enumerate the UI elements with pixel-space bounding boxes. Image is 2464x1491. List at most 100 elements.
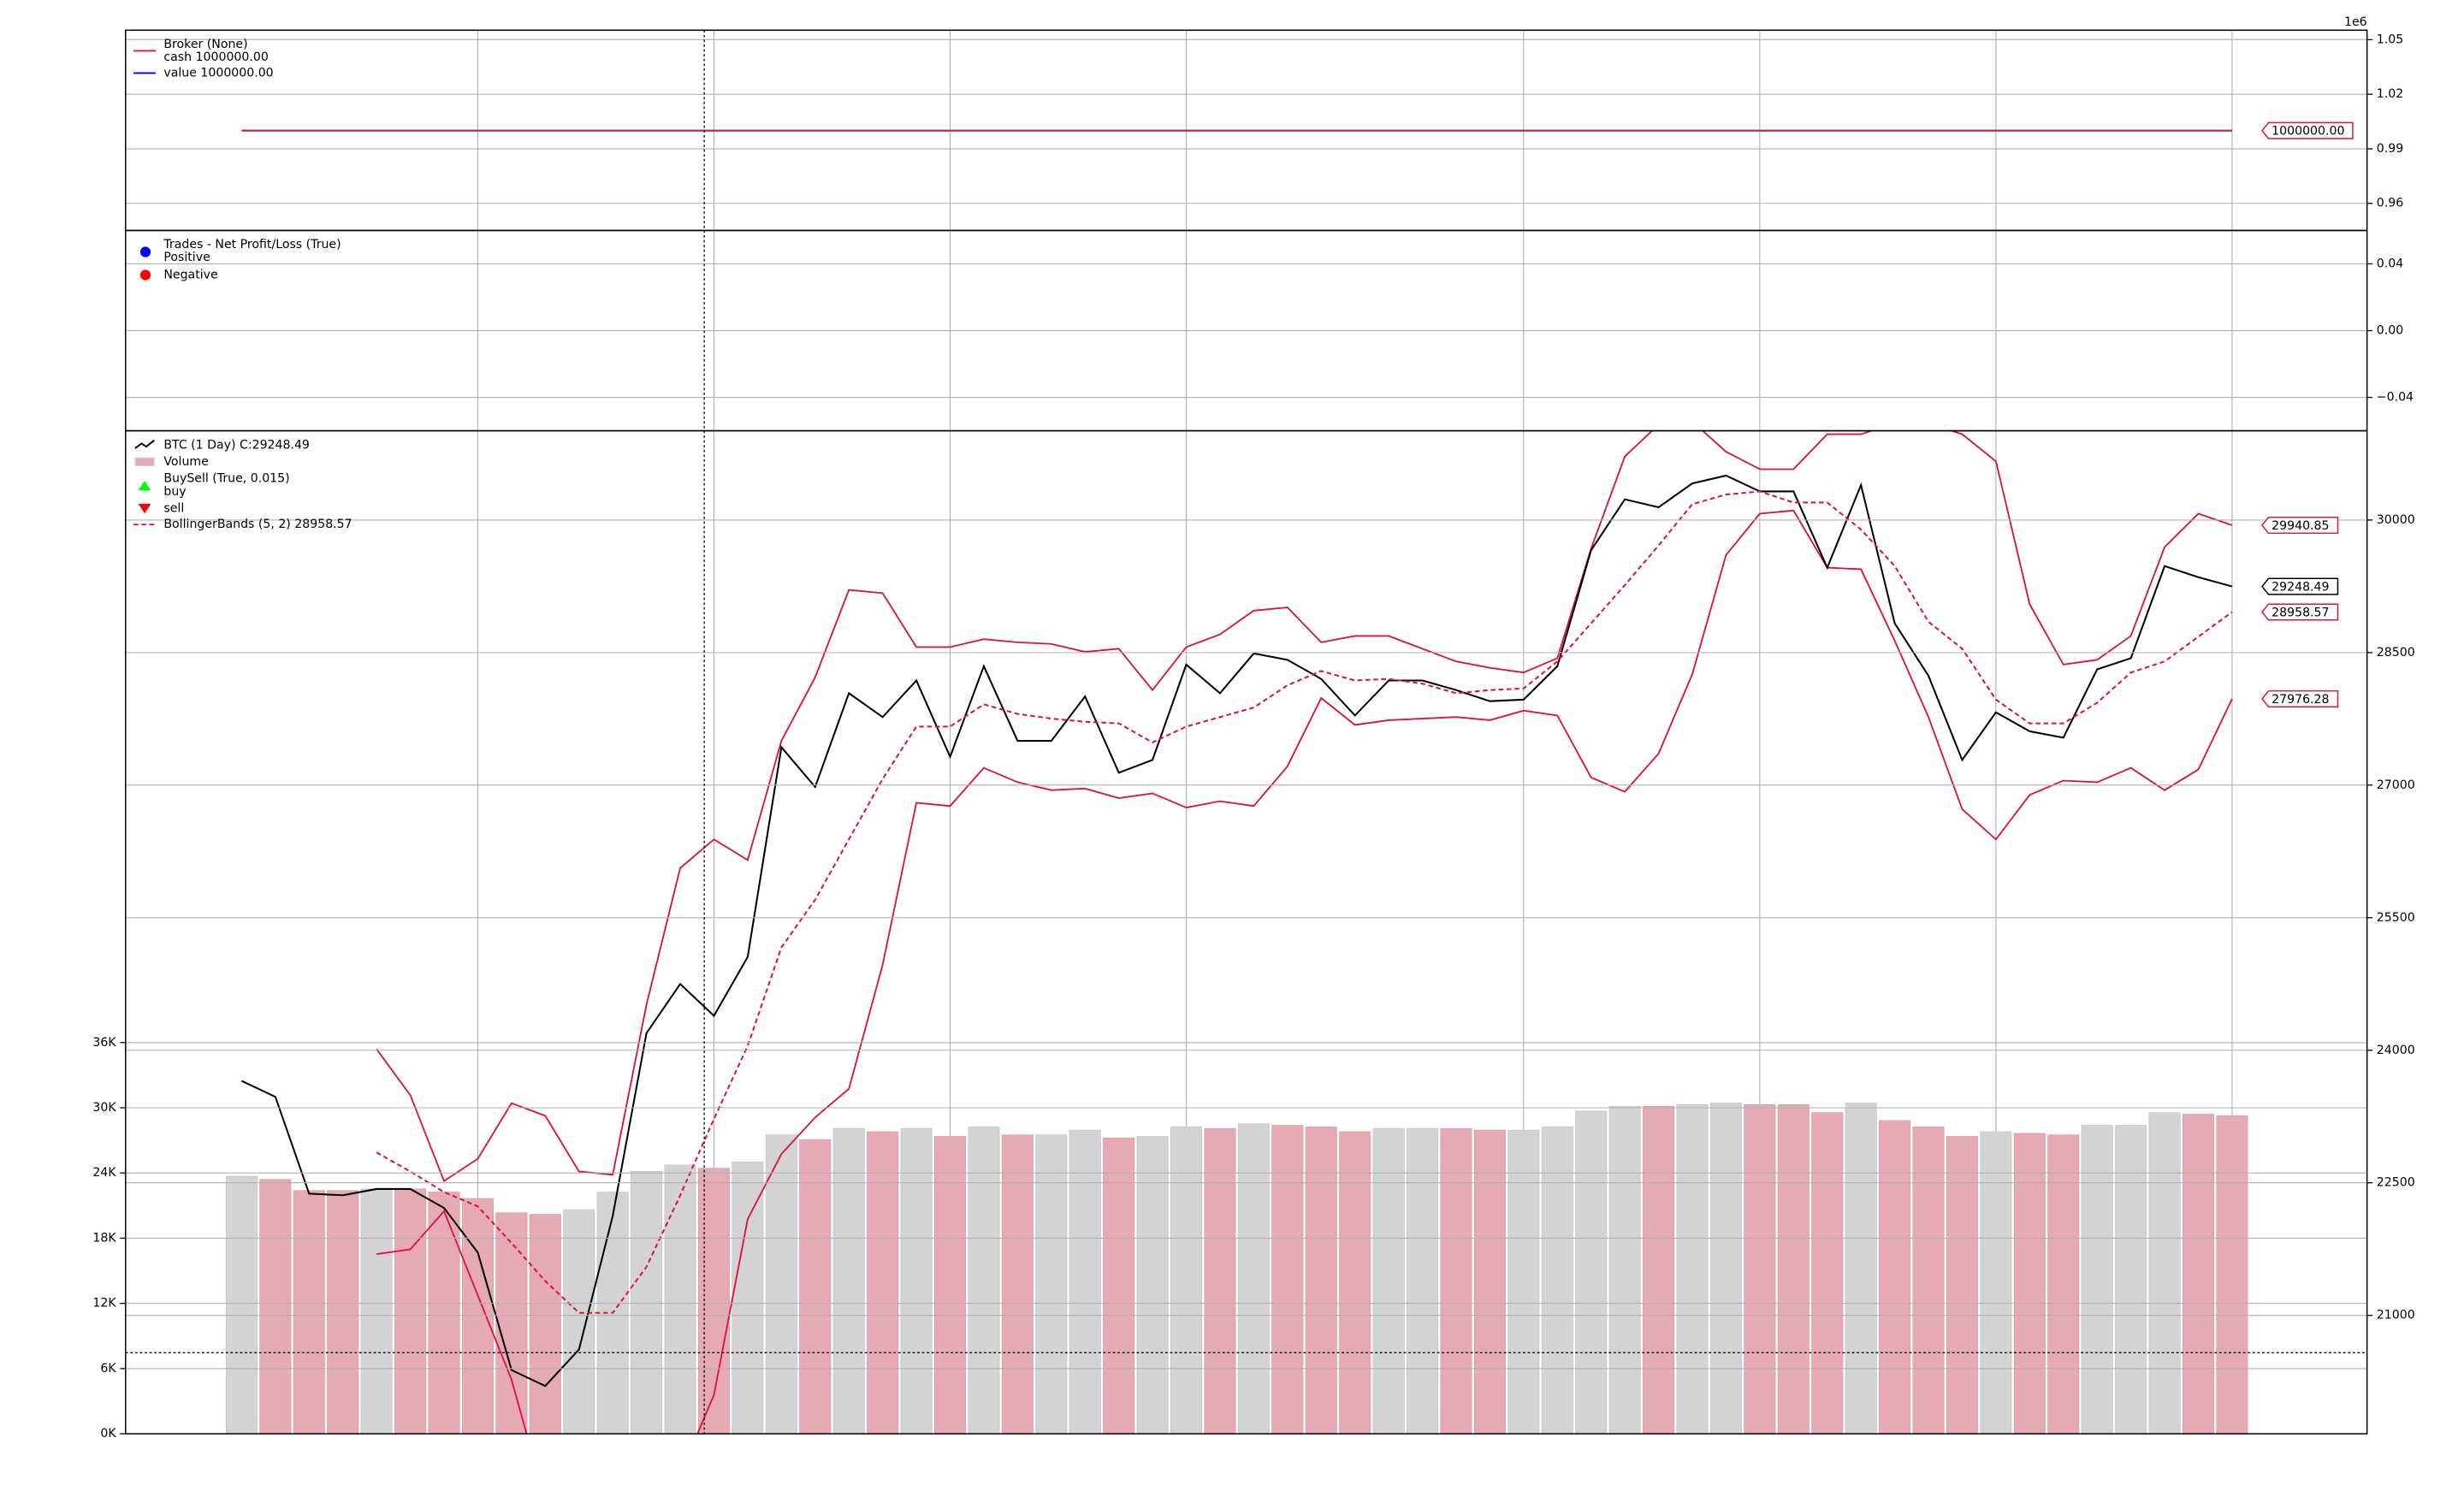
volume-bar xyxy=(1845,1103,1877,1435)
volume-bar xyxy=(1676,1104,1709,1435)
volume-bar xyxy=(495,1212,528,1435)
volume-bar xyxy=(1170,1127,1203,1435)
volume-bar xyxy=(2013,1133,2046,1435)
legend-title: Broker (None) xyxy=(163,38,247,51)
volume-bar xyxy=(732,1161,764,1435)
volume-bar xyxy=(933,1136,967,1435)
y-tick-label: 0.00 xyxy=(2377,324,2403,338)
volume-bar xyxy=(428,1192,460,1435)
y-tick-label: 0.04 xyxy=(2377,257,2403,270)
volume-bar xyxy=(1946,1136,1978,1435)
legend-label: BollingerBands (5, 2) 28958.57 xyxy=(163,518,352,531)
last-value-label: 29248.49 xyxy=(2272,580,2329,594)
y-tick-label: 21000 xyxy=(2377,1309,2415,1322)
legend-label: sell xyxy=(163,502,184,516)
y-tick-label: 24000 xyxy=(2377,1044,2415,1057)
volume-bar xyxy=(2216,1115,2248,1435)
volume-bar xyxy=(1069,1129,1101,1435)
last-value-box xyxy=(2261,603,2339,621)
y-tick-label: 6K xyxy=(100,1362,116,1376)
volume-bar xyxy=(1811,1112,1844,1435)
volume-bar xyxy=(1372,1127,1405,1435)
last-value-label: 28958.57 xyxy=(2272,606,2329,619)
volume-bar xyxy=(259,1179,292,1435)
volume-bar xyxy=(900,1127,933,1435)
volume-bar xyxy=(2148,1112,2181,1435)
y-tick-label: 18K xyxy=(92,1231,116,1245)
bollinger-band xyxy=(376,430,2233,1183)
bollinger-band xyxy=(376,509,2233,1435)
volume-bar xyxy=(1237,1123,1270,1435)
volume-bar xyxy=(799,1139,832,1435)
volume-bar xyxy=(1744,1104,1776,1435)
volume-bar xyxy=(1608,1105,1641,1435)
legend-label: Positive xyxy=(163,251,210,264)
legend-swatch xyxy=(134,439,155,449)
volume-bar xyxy=(1777,1104,1810,1435)
y-tick-label: 1.02 xyxy=(2377,87,2403,101)
volume-bar xyxy=(1879,1120,1911,1435)
legend-swatch xyxy=(139,246,151,257)
volume-bar xyxy=(529,1214,561,1435)
last-value-box xyxy=(2261,689,2339,708)
y-tick-label: 28500 xyxy=(2377,646,2415,660)
volume-bar xyxy=(765,1134,797,1435)
volume-bar xyxy=(1643,1105,1675,1435)
volume-bar xyxy=(2081,1125,2113,1435)
y-tick-label: 30000 xyxy=(2377,513,2415,527)
y-tick-label: 36K xyxy=(92,1036,116,1050)
volume-bar xyxy=(1271,1125,1304,1435)
y-tick-label: 12K xyxy=(92,1297,116,1311)
volume-bar xyxy=(1305,1127,1337,1435)
y-tick-label: 24K xyxy=(92,1166,116,1180)
y-tick-label: 30K xyxy=(92,1101,116,1115)
legend-label: value 1000000.00 xyxy=(163,66,273,80)
legend-title: Trades - Net Profit/Loss (True) xyxy=(163,238,341,251)
volume-bar xyxy=(1980,1131,2012,1435)
volume-bar xyxy=(2047,1134,2080,1435)
legend-swatch xyxy=(138,481,151,491)
axis-offset-label: 1e6 xyxy=(2344,15,2367,29)
volume-bar xyxy=(563,1209,595,1435)
volume-bar xyxy=(1001,1134,1034,1435)
series-group xyxy=(225,430,2248,1435)
volume-bar xyxy=(832,1127,865,1435)
legend-label: Volume xyxy=(163,455,208,469)
legend-swatch xyxy=(138,504,151,514)
volume-bar xyxy=(2115,1125,2147,1435)
volume-bar xyxy=(1912,1127,1945,1435)
close-line xyxy=(240,474,2233,1387)
volume-bar xyxy=(1440,1127,1472,1435)
y-tick-label: 1.05 xyxy=(2377,33,2403,46)
last-value-box xyxy=(2261,121,2354,139)
volume-bar xyxy=(1709,1103,1742,1435)
volume-bar xyxy=(631,1171,663,1435)
last-value-label: 1000000.00 xyxy=(2272,125,2344,139)
last-value-label: 29940.85 xyxy=(2272,519,2329,533)
volume-bar xyxy=(461,1198,494,1435)
legend-swatch xyxy=(134,457,155,467)
y-tick-label: −0.04 xyxy=(2377,391,2414,405)
y-tick-label: 25500 xyxy=(2377,911,2415,925)
last-value-box xyxy=(2261,516,2339,535)
legend-label: buy xyxy=(163,485,186,499)
y-tick-label: 0K xyxy=(100,1427,116,1441)
y-tick-label: 22500 xyxy=(2377,1176,2415,1190)
volume-bar xyxy=(327,1190,359,1435)
volume-bar xyxy=(1541,1127,1573,1435)
volume-bar xyxy=(1575,1110,1608,1435)
last-value-box xyxy=(2261,577,2339,595)
volume-bar xyxy=(394,1188,427,1435)
volume-bar xyxy=(360,1188,393,1435)
volume-bar xyxy=(968,1127,1000,1435)
volume-bar xyxy=(697,1168,730,1435)
volume-bar xyxy=(1136,1136,1169,1435)
volume-bar xyxy=(2182,1114,2215,1435)
volume-bar xyxy=(225,1175,258,1435)
volume-bar xyxy=(664,1164,696,1435)
volume-bar xyxy=(1407,1127,1439,1435)
y-tick-label: 0.99 xyxy=(2377,142,2403,156)
legend-swatch xyxy=(139,269,151,281)
legend-label: Negative xyxy=(163,268,217,281)
